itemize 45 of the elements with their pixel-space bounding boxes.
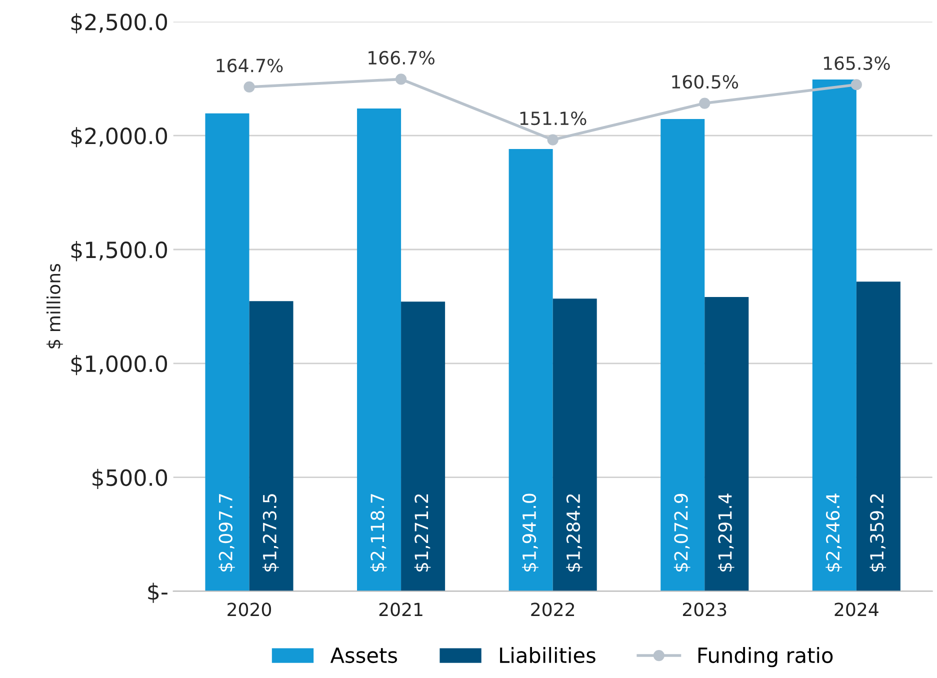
bar bbox=[552, 298, 597, 592]
point bbox=[547, 134, 558, 146]
bar bbox=[401, 302, 446, 592]
data-label: $1,271.2 bbox=[414, 494, 431, 572]
bar bbox=[205, 113, 250, 592]
data-label: $1,273.5 bbox=[262, 494, 279, 572]
data-label: 165.3% bbox=[824, 56, 890, 70]
data-label: $2,072.9 bbox=[674, 494, 690, 572]
bar bbox=[704, 297, 749, 592]
data-label: 166.7% bbox=[368, 50, 434, 65]
point bbox=[244, 81, 255, 93]
data-label: $1,359.2 bbox=[870, 494, 886, 572]
y-tick-label: $500.0 bbox=[92, 468, 168, 490]
data-label: 160.5% bbox=[672, 75, 738, 89]
x-tick-label: 2022 bbox=[531, 602, 574, 616]
x-tick-label: 2024 bbox=[834, 602, 878, 616]
data-label: $2,246.4 bbox=[826, 494, 842, 572]
y-tick-label: $- bbox=[148, 582, 168, 603]
x-tick-label: 2020 bbox=[228, 602, 272, 616]
y-tick-label: $1,000.0 bbox=[71, 354, 168, 376]
data-label: $1,291.4 bbox=[718, 494, 734, 572]
bar bbox=[856, 282, 900, 592]
legend-label: Funding ratio bbox=[698, 646, 833, 668]
point bbox=[850, 79, 862, 90]
bar bbox=[508, 149, 553, 592]
bar bbox=[812, 79, 856, 592]
point bbox=[699, 98, 710, 109]
data-label: 151.1% bbox=[520, 112, 586, 126]
x-tick-label: 2021 bbox=[379, 602, 422, 616]
data-label: $1,941.0 bbox=[522, 494, 538, 572]
point bbox=[395, 74, 407, 85]
legend-label: Liabilities bbox=[500, 646, 596, 664]
bar bbox=[660, 118, 705, 592]
data-label: $1,284.2 bbox=[566, 494, 582, 572]
y-tick-label: $1,500.0 bbox=[71, 241, 168, 262]
y-tick-label: $2,000.0 bbox=[71, 127, 168, 148]
bar bbox=[249, 301, 294, 592]
y-axis-title: $ millions bbox=[46, 264, 63, 348]
y-tick-label: $2,500.0 bbox=[71, 13, 168, 34]
legend-label: Assets bbox=[330, 648, 398, 664]
data-label: 164.7% bbox=[216, 58, 283, 72]
x-tick-label: 2023 bbox=[682, 602, 726, 616]
data-label: $2,118.7 bbox=[370, 494, 387, 572]
bar bbox=[357, 108, 402, 592]
data-label: $2,097.7 bbox=[218, 494, 235, 572]
